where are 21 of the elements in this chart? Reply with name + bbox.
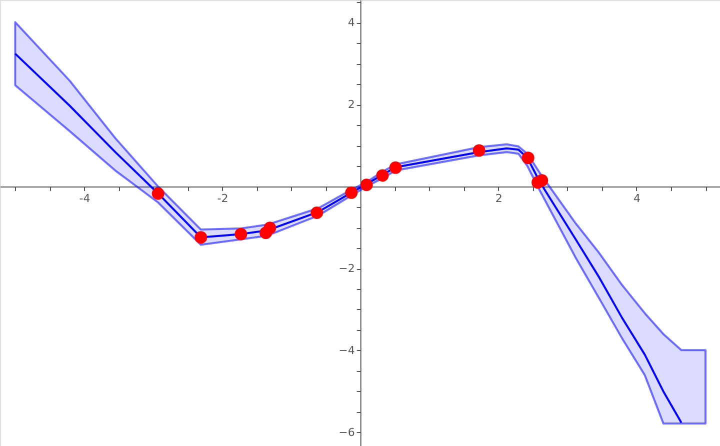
point xyxy=(360,178,373,192)
point xyxy=(472,144,486,157)
x-tick-label: 4 xyxy=(633,192,640,206)
y-tick-label: −4 xyxy=(338,344,355,357)
y-tick-label: 2 xyxy=(348,98,355,112)
y-tick-label: 4 xyxy=(348,16,355,30)
point xyxy=(345,186,358,199)
x-tick-label: -2 xyxy=(217,192,228,206)
point xyxy=(536,174,548,187)
y-tick-label: −2 xyxy=(338,262,355,275)
y-tick-label: −6 xyxy=(338,426,355,439)
x-tick-label: -4 xyxy=(79,192,90,206)
point xyxy=(264,222,276,234)
point xyxy=(234,228,248,240)
point xyxy=(310,206,324,219)
point xyxy=(194,231,208,244)
x-tick-label: 2 xyxy=(495,192,502,206)
point xyxy=(389,161,402,174)
point xyxy=(376,169,389,182)
point xyxy=(522,152,534,164)
point xyxy=(152,187,164,200)
